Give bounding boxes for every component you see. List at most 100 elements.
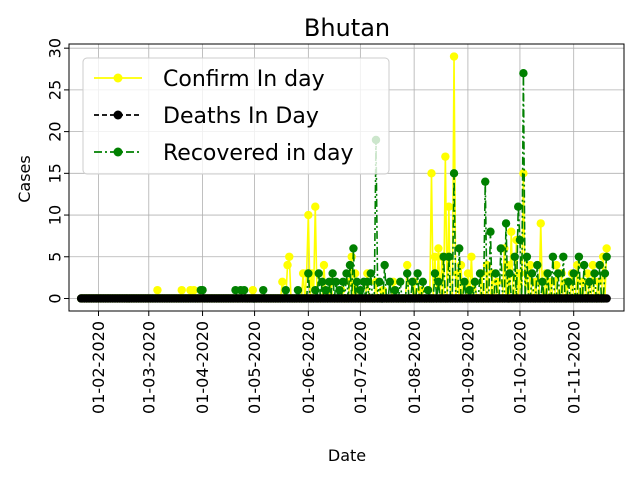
data-point [321, 285, 330, 295]
data-point [283, 260, 292, 270]
data-point [396, 277, 405, 286]
data-point [352, 277, 362, 286]
data-point [318, 277, 327, 286]
data-point [441, 152, 450, 161]
data-point [347, 252, 356, 261]
y-tick-label: 5 [46, 252, 65, 262]
data-point [501, 219, 511, 228]
data-point [467, 252, 476, 261]
data-point [590, 269, 599, 278]
data-point [526, 260, 535, 270]
legend-label: Confirm In day [163, 67, 325, 92]
x-axis-label: Date [328, 446, 366, 465]
data-point [427, 169, 436, 178]
y-tick-label: 10 [46, 205, 65, 225]
data-point [189, 285, 199, 295]
data-point [600, 269, 610, 278]
legend-entry: Deaths In Day [94, 104, 319, 129]
data-point [311, 285, 320, 295]
data-point [553, 269, 563, 278]
data-point [514, 202, 523, 211]
data-point [385, 277, 395, 286]
data-point [583, 269, 592, 278]
data-point [455, 244, 464, 253]
data-point [293, 285, 303, 295]
data-point [430, 252, 440, 261]
x-tick-label: 01-11-2020 [564, 321, 583, 414]
data-point [449, 169, 459, 178]
data-point [285, 252, 294, 261]
data-point [569, 269, 578, 278]
chart-title: Bhutan [304, 14, 390, 42]
data-point [463, 269, 473, 278]
data-point [311, 202, 320, 211]
data-point [177, 285, 186, 295]
y-tick-label: 0 [46, 293, 65, 303]
data-point [390, 285, 400, 295]
y-tick-label: 15 [46, 163, 65, 183]
data-point [548, 252, 558, 261]
data-point [475, 269, 485, 278]
data-point [328, 269, 337, 278]
legend-marker [113, 147, 123, 157]
data-point [519, 69, 528, 78]
data-point [543, 269, 552, 278]
data-point [338, 277, 348, 286]
data-point [486, 227, 495, 236]
x-tick-label: 01-03-2020 [139, 321, 158, 414]
data-point [465, 285, 474, 295]
x-tick-label: 01-10-2020 [511, 321, 530, 414]
data-point [239, 285, 249, 295]
data-point [363, 277, 372, 286]
data-point [434, 244, 443, 253]
y-tick-label: 20 [46, 121, 65, 141]
data-point [349, 244, 358, 253]
legend-marker [113, 73, 123, 83]
legend-entry: Recovered in day [94, 141, 354, 166]
x-tick-label: 01-09-2020 [459, 321, 478, 414]
data-point [408, 277, 417, 286]
legend-label: Recovered in day [163, 141, 354, 166]
y-axis-label: Cases [15, 155, 34, 203]
series-deaths-in-day [76, 294, 611, 303]
plot-frame [68, 43, 625, 312]
data-point [527, 269, 537, 278]
data-point [418, 277, 428, 286]
data-point [403, 260, 412, 270]
x-tick-label: 01-05-2020 [245, 321, 264, 414]
data-point [444, 202, 454, 211]
data-point [304, 210, 313, 220]
data-point [259, 285, 268, 295]
data-point [538, 277, 547, 286]
data-point [375, 277, 384, 286]
legend: Confirm In day Deaths In Day Recovered in … [82, 57, 390, 175]
data-point [430, 269, 440, 278]
data-point [470, 277, 480, 286]
data-point [198, 285, 207, 295]
x-tick-label: 01-06-2020 [299, 321, 318, 414]
data-point [356, 285, 365, 295]
data-point [522, 252, 532, 261]
data-point [434, 277, 443, 286]
data-point [403, 269, 412, 278]
data-point [595, 260, 604, 270]
data-point [281, 285, 290, 295]
ticks: 0 5 10 15 20 25 30 01-02-2020 01-03-2020 01-04-20… [46, 38, 584, 414]
data-point [345, 260, 355, 270]
x-tick-label: 01-07-2020 [351, 321, 370, 414]
legend-entry: Confirm In day [94, 67, 325, 92]
data-point [423, 285, 433, 295]
x-tick-label: 01-02-2020 [89, 321, 108, 414]
x-tick-label: 01-08-2020 [405, 321, 424, 414]
data-point [366, 269, 375, 278]
data-point [515, 235, 525, 245]
data-point [380, 260, 389, 270]
data-point [460, 277, 469, 286]
data-point [481, 177, 490, 186]
data-point [602, 252, 611, 261]
legend-label: Deaths In Day [163, 104, 319, 129]
data-point [153, 285, 162, 295]
data-point [335, 285, 344, 295]
data-point [510, 252, 519, 261]
